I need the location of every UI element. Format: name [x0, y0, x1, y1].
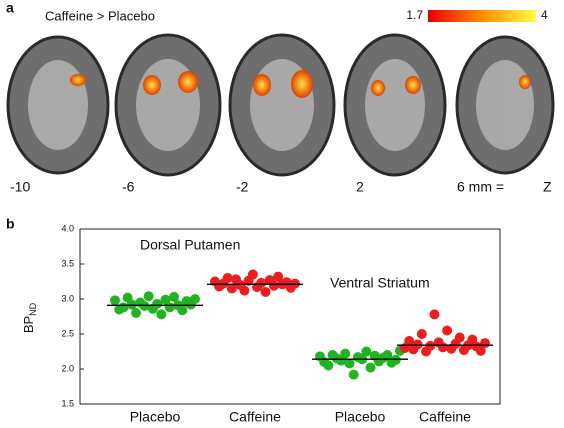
slice-label: 2	[356, 179, 364, 195]
data-point	[382, 350, 393, 360]
data-point	[365, 362, 376, 373]
data-point	[126, 299, 137, 310]
data-point	[273, 271, 284, 282]
y-label-main: BP	[21, 316, 36, 333]
data-point	[344, 358, 355, 369]
data-point	[260, 287, 271, 297]
colorbar-min: 1.7	[406, 8, 423, 22]
slice-label: -2	[236, 179, 249, 195]
data-point	[190, 294, 200, 304]
brain-detail	[28, 60, 88, 150]
data-point	[131, 308, 142, 318]
data-point	[164, 302, 175, 313]
slice-label: 6 mm =	[457, 179, 504, 195]
y-tick-label: 1.5	[61, 398, 74, 408]
annotation: Ventral Striatum	[330, 275, 430, 291]
slice-label: -10	[10, 179, 30, 195]
data-point	[437, 342, 448, 353]
data-point	[268, 280, 279, 291]
data-point	[226, 283, 237, 294]
activation	[253, 74, 271, 96]
colorbar	[428, 10, 536, 22]
data-point	[222, 273, 233, 283]
data-point	[160, 294, 171, 305]
activation	[405, 76, 421, 94]
activation	[519, 75, 531, 89]
data-point	[425, 340, 436, 351]
panel-label: a	[6, 0, 14, 16]
data-point	[340, 348, 351, 359]
colorbar-max: 4	[541, 8, 548, 22]
activation	[291, 70, 313, 98]
activation	[70, 74, 86, 86]
panel-title: Caffeine > Placebo	[45, 8, 155, 23]
data-point	[412, 339, 423, 350]
y-tick-label: 3.5	[61, 258, 74, 268]
y-tick-label: 3.0	[61, 293, 74, 303]
y-tick-label: 4.0	[61, 223, 74, 233]
data-point	[475, 345, 486, 356]
data-point	[256, 277, 267, 288]
y-tick-label: 2.5	[61, 328, 74, 338]
data-point	[139, 301, 150, 311]
y-axis-label: BPND	[21, 302, 38, 333]
data-point	[442, 325, 453, 336]
slice-label: Z	[543, 179, 552, 195]
data-point	[143, 291, 154, 302]
data-point	[361, 346, 372, 357]
data-point	[177, 305, 188, 316]
data-point	[416, 329, 427, 339]
data-point	[110, 295, 120, 306]
brain-images	[0, 28, 564, 178]
data-point	[247, 269, 258, 280]
data-point	[239, 285, 250, 296]
brain-detail	[476, 60, 534, 150]
activation	[371, 80, 385, 96]
data-point	[429, 309, 440, 320]
data-point	[156, 309, 167, 320]
data-point	[454, 332, 465, 343]
data-point	[404, 336, 415, 346]
x-tick-label: Caffeine	[419, 409, 471, 425]
x-tick-label: Placebo	[335, 409, 386, 425]
y-tick-label: 2.0	[61, 363, 74, 373]
slice-label: -6	[122, 179, 135, 195]
data-point	[323, 360, 334, 371]
activation	[143, 75, 161, 95]
x-tick-label: Placebo	[130, 409, 181, 425]
data-point	[480, 338, 490, 349]
data-point	[348, 369, 359, 380]
activation	[178, 71, 198, 93]
data-point	[390, 354, 401, 365]
data-point	[152, 298, 163, 309]
data-point	[290, 278, 300, 289]
data-point	[168, 291, 179, 302]
plot-frame	[79, 228, 501, 405]
brain-detail	[365, 59, 425, 151]
panel-label: b	[6, 216, 15, 232]
x-tick-label: Caffeine	[229, 409, 281, 425]
y-label-sub: ND	[28, 302, 38, 315]
annotation: Dorsal Putamen	[140, 237, 240, 253]
